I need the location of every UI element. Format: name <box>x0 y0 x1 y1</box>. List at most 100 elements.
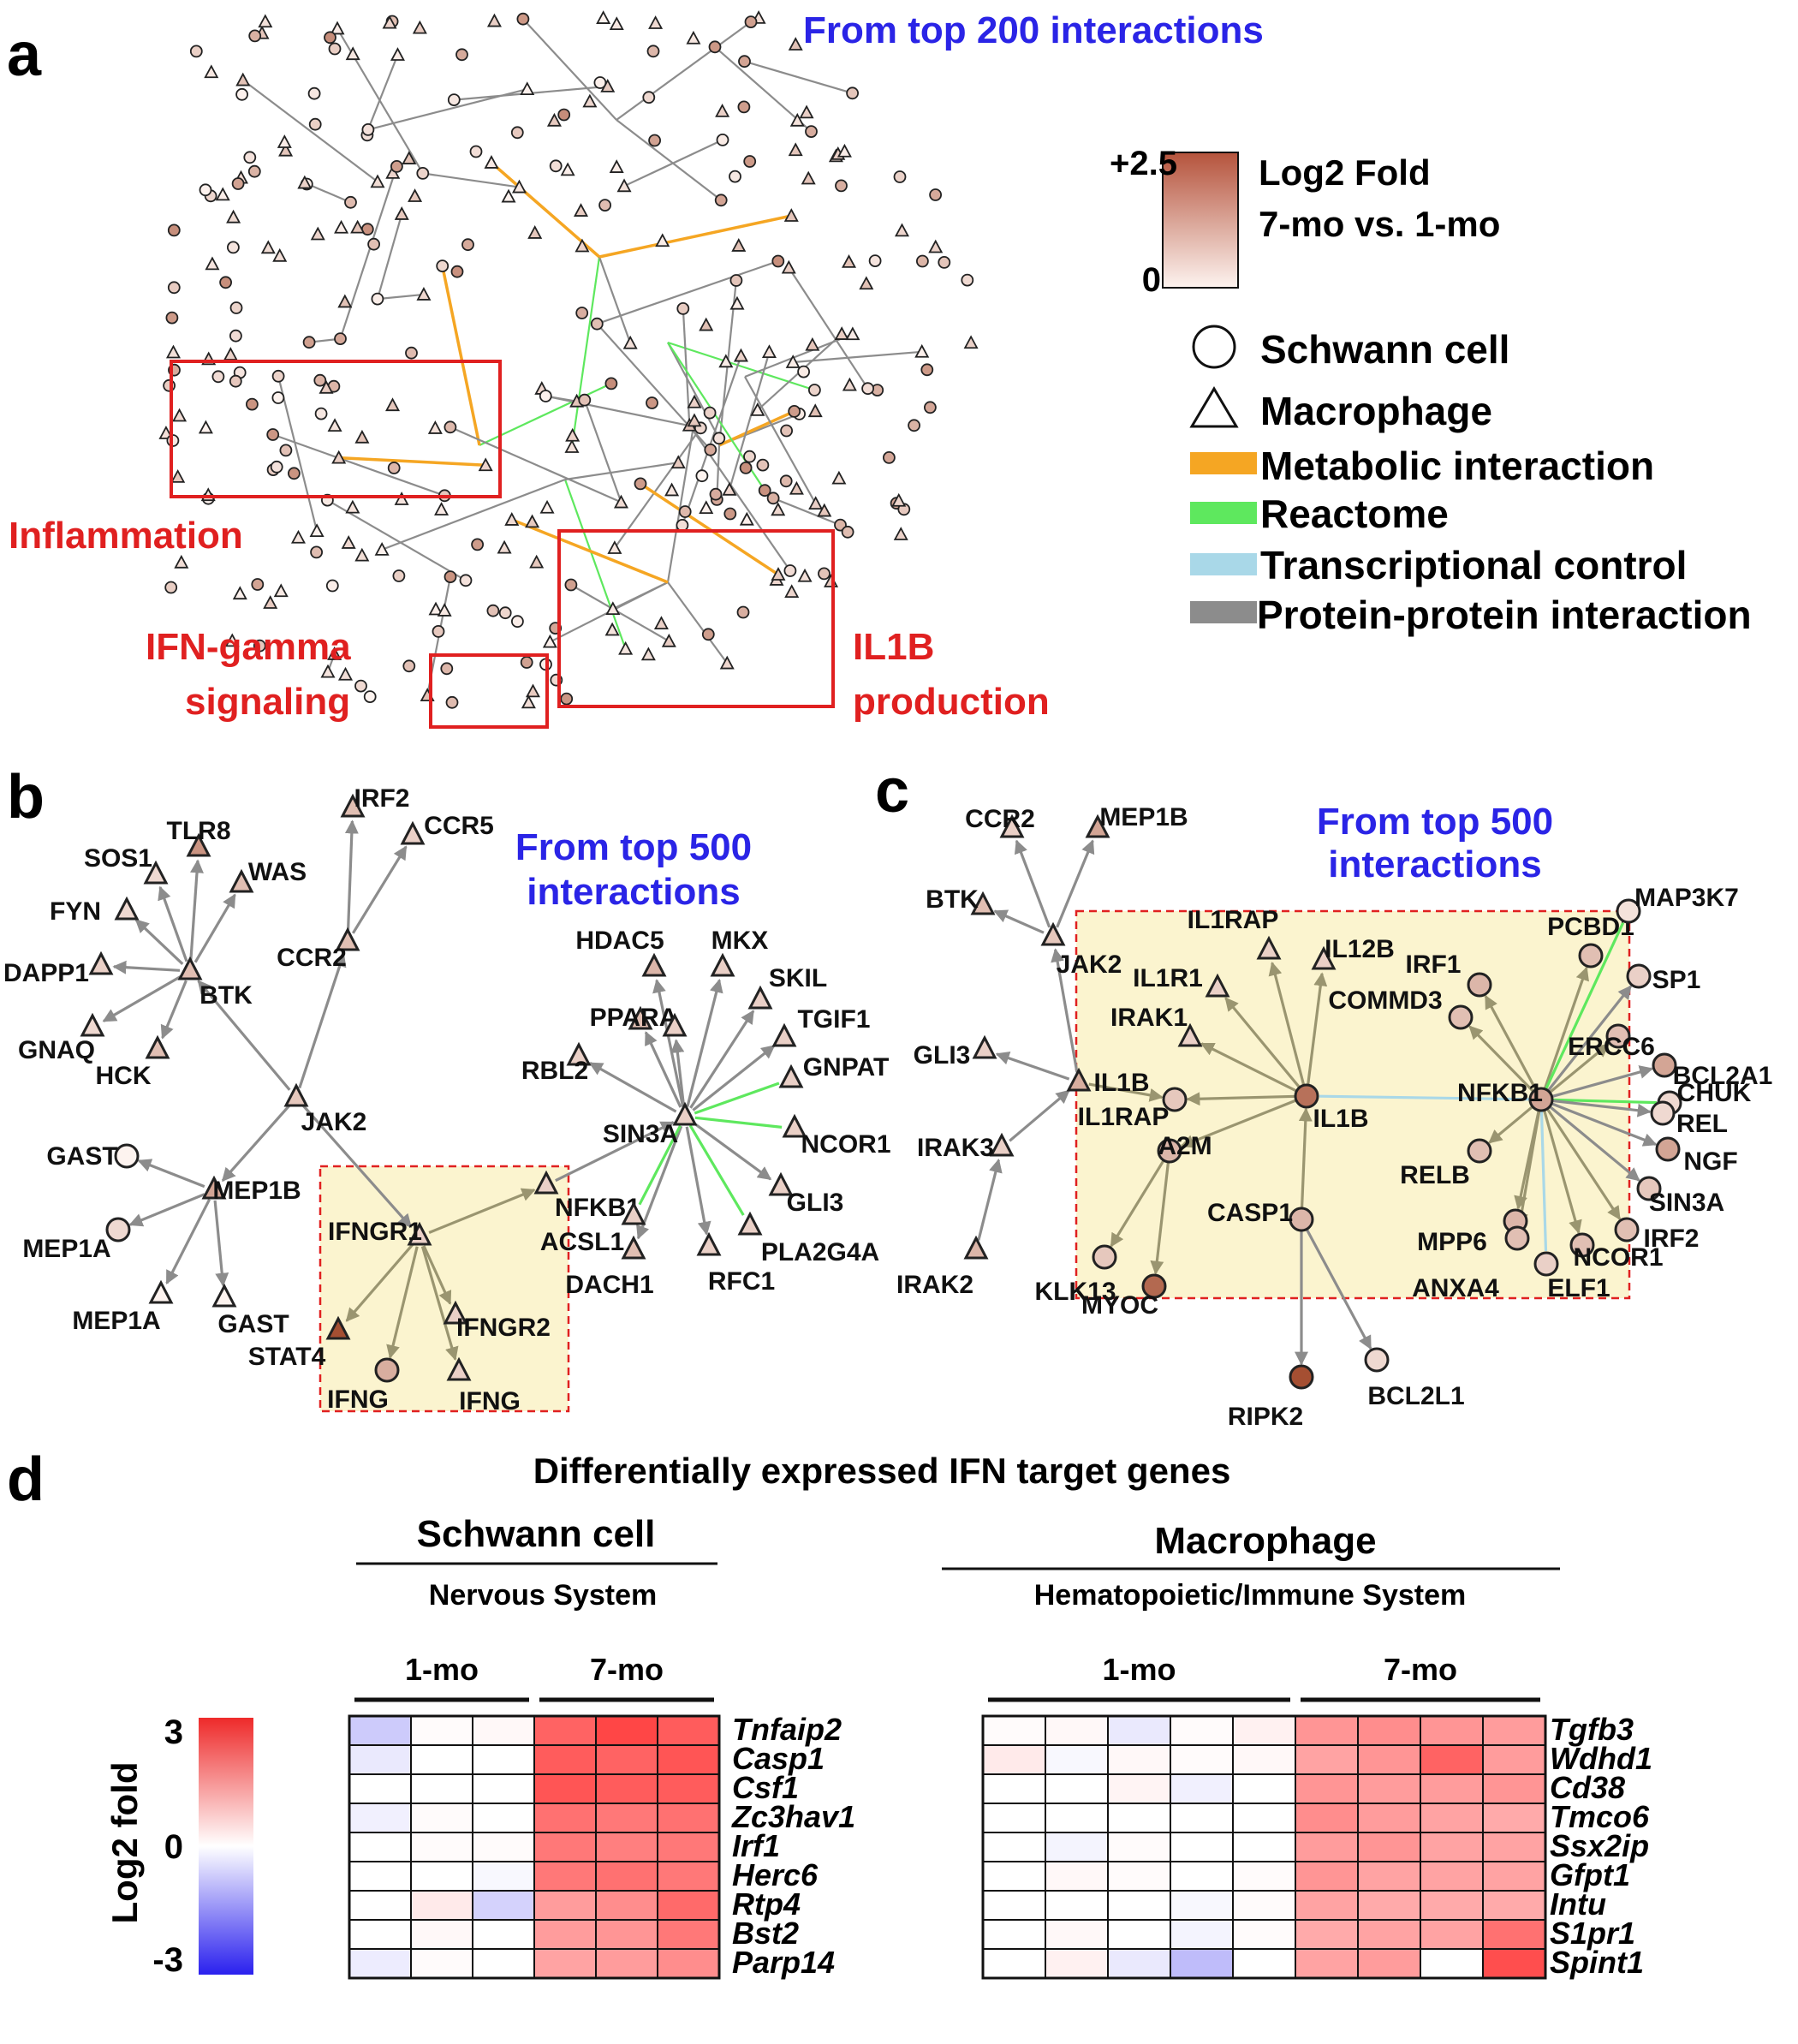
node-mep1b: MEP1B <box>1085 803 1188 838</box>
heatmap-cell <box>410 1890 473 1921</box>
overview-node-schwann <box>634 477 647 491</box>
heatmap-cell <box>1295 1919 1359 1950</box>
heatmap-cell <box>472 1919 535 1950</box>
panel-a-network: From top 200 interactions Inflammation I… <box>9 9 1752 729</box>
overview-node-schwann <box>302 336 316 349</box>
heatmap-cell <box>1045 1773 1109 1804</box>
overview-node-schwann <box>450 265 464 278</box>
heatmap-cell <box>1295 1715 1359 1746</box>
heatmap-cell <box>595 1773 658 1804</box>
heatmap-cell <box>1357 1715 1421 1746</box>
node-ifng-c-circle <box>374 1357 400 1383</box>
node-nfkb1-circle <box>1528 1087 1554 1112</box>
heatmap-cell <box>1107 1890 1171 1921</box>
overview-node-schwann <box>779 474 793 488</box>
gene-label-tnfaip2: Tnfaip2 <box>732 1712 842 1747</box>
reactome-legend-swatch <box>1190 502 1257 524</box>
heatmap-cell <box>1232 1948 1296 1979</box>
node-ccr2: CCR2 <box>277 927 360 972</box>
node-stat4-triangle <box>325 1315 351 1340</box>
overview-node-macrophage <box>783 208 799 222</box>
node-gast-c-circle <box>114 1143 140 1169</box>
heatmap-cell <box>1357 1744 1421 1775</box>
overview-node-schwann <box>440 662 454 676</box>
overview-node-macrophage <box>750 402 765 416</box>
overview-node-schwann <box>924 401 937 414</box>
node-il1b-c-label: IL1B <box>1313 1105 1368 1133</box>
overview-node-schwann <box>678 505 692 518</box>
heatmap-cell <box>1107 1715 1171 1746</box>
overview-edge <box>639 482 779 576</box>
heatmap-cell <box>657 1861 720 1892</box>
edge-il1b-c-il1rap-t <box>1268 961 1306 1087</box>
overview-node-schwann <box>758 484 771 498</box>
node-dapp1-triangle <box>88 950 114 975</box>
overview-node-macrophage <box>385 397 401 412</box>
heatmap-cell <box>1482 1773 1546 1804</box>
node-fyn-label: FYN <box>50 897 101 926</box>
node-bcl2a1-label: BCL2A1 <box>1673 1062 1773 1090</box>
overview-node-schwann <box>390 159 403 173</box>
overview-node-macrophage <box>394 206 409 220</box>
overview-node-macrophage <box>771 502 786 516</box>
heatmap-cell <box>1357 1832 1421 1862</box>
node-gli3-label: GLI3 <box>787 1189 844 1217</box>
edge-ifngr1-ifng-t <box>420 1246 459 1362</box>
overview-node-macrophage <box>560 162 575 176</box>
overview-edge <box>728 351 771 491</box>
node-irak1-label: IRAK1 <box>1110 1004 1188 1032</box>
overview-node-macrophage <box>165 344 181 359</box>
overview-node-macrophage <box>504 512 520 526</box>
overview-node-schwann <box>780 424 793 438</box>
overview-node-macrophage <box>434 502 450 515</box>
ppi-legend-swatch <box>1190 601 1257 623</box>
node-mep1b-label: MEP1B <box>212 1177 301 1205</box>
overview-edge <box>326 499 467 581</box>
node-map3k7-label: MAP3K7 <box>1634 884 1739 912</box>
heatmap-cell <box>595 1861 658 1892</box>
node-il1r1-label: IL1R1 <box>1133 964 1203 992</box>
node-irf2: IRF2 <box>340 784 410 818</box>
node-anxa4-circle <box>1504 1225 1530 1251</box>
node-mkx-label: MKX <box>711 927 769 955</box>
edge-sin3a-rfc1 <box>685 1126 711 1236</box>
edge-nfkb1-bcl2a1 <box>1551 1065 1654 1099</box>
node-ripk2-label: RIPK2 <box>1228 1403 1303 1431</box>
overview-edge <box>367 88 528 131</box>
heatmap-cell <box>533 1773 597 1804</box>
node-bcl2l1: BCL2L1 <box>1364 1347 1465 1410</box>
overview-node-schwann <box>646 396 658 409</box>
overview-edge <box>616 119 722 201</box>
edge-nfkb1-ercc6 <box>1548 1043 1610 1094</box>
node-commd3: COMMD3 <box>1328 986 1474 1030</box>
overview-node-macrophage <box>729 295 745 310</box>
overview-node-schwann <box>575 307 589 319</box>
node-irf1-label: IRF1 <box>1405 950 1461 979</box>
fold-colorbar-title-line1: Log2 Fold <box>1259 152 1431 193</box>
heatmap-cell <box>533 1744 597 1775</box>
heatmap-cell <box>533 1919 597 1950</box>
heatmap-cell <box>1045 1919 1109 1950</box>
heatmap-cell <box>1232 1803 1296 1833</box>
node-map3k7-circle <box>1616 898 1641 924</box>
heatmap-cell <box>1107 1919 1171 1950</box>
node-btk-triangle <box>970 891 996 915</box>
node-pla2g4a-label: PLA2G4A <box>761 1238 879 1266</box>
node-sin3a-circle <box>1636 1176 1662 1201</box>
heatmap-cell <box>1420 1861 1484 1892</box>
overview-node-schwann <box>808 384 821 396</box>
log2-fold-colorbar <box>199 1718 253 1975</box>
heatmap-cell <box>348 1832 412 1862</box>
node-gnaq: GNAQ <box>18 1012 105 1064</box>
overview-node-macrophage <box>808 496 824 510</box>
overview-node-schwann <box>516 12 530 26</box>
overview-node-macrophage <box>687 394 702 408</box>
heatmap-cell <box>1232 1919 1296 1950</box>
overview-node-macrophage <box>739 511 754 526</box>
node-ercc6: ERCC6 <box>1568 1023 1655 1061</box>
edge-ifngr1-nfkb1 <box>428 1188 536 1234</box>
panel-label-a: a <box>7 21 42 89</box>
overview-node-macrophage <box>297 175 313 189</box>
overview-node-macrophage <box>575 238 590 253</box>
overview-node-schwann <box>648 134 661 147</box>
